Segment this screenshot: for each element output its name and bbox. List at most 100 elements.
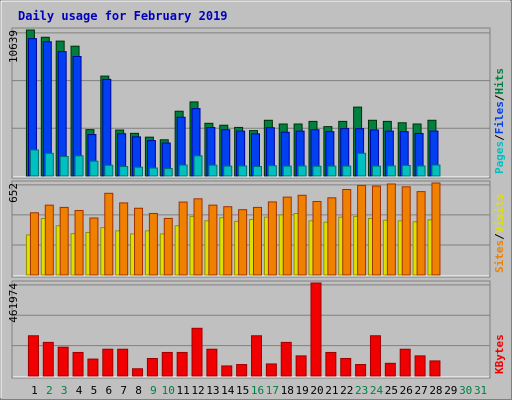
bar-pages-day-21	[327, 165, 337, 177]
panel-middle-ymax-label: 652	[7, 183, 20, 203]
panel-middle: 652 Sites/Visits	[7, 180, 506, 278]
panel-top-legend-text: Pages/Files/Hits	[493, 68, 506, 174]
panel-middle-legend: Sites/Visits	[493, 194, 506, 274]
panel-top: 10639 Pages/Files/Hits	[7, 27, 506, 179]
day-label-25: 25	[385, 384, 398, 397]
bar-sites-day-11	[178, 201, 188, 276]
bar-kbytes-day-19	[295, 355, 307, 377]
bar-kbytes-day-1	[27, 335, 39, 377]
panel-middle-legend-text: Sites/Visits	[493, 194, 506, 274]
bar-kbytes-day-27	[414, 355, 426, 377]
day-labels: 1 2 3 4 5 6 7 8 9 10 11 12 13 14 15 16 17 18 19 20 21 22 23 24 2…	[31, 384, 487, 397]
bar-pages-day-4	[74, 155, 84, 177]
day-label-12: 12	[191, 384, 204, 397]
bar-pages-day-6	[104, 164, 114, 177]
bar-sites-day-9	[148, 212, 158, 276]
panels: 10639 Pages/Files/Hits 652 Sites/Visits 4619…	[7, 27, 506, 379]
day-label-23: 23	[355, 384, 368, 397]
day-label-22: 22	[340, 384, 353, 397]
bar-pages-day-20	[312, 165, 322, 177]
day-label-5: 5	[91, 384, 98, 397]
day-label-10: 10	[162, 384, 175, 397]
day-label-3: 3	[61, 384, 68, 397]
bar-sites-day-21	[327, 197, 337, 276]
bar-sites-day-5	[89, 217, 99, 276]
bar-sites-day-2	[44, 204, 54, 276]
bar-pages-day-22	[342, 165, 352, 177]
bar-pages-day-18	[282, 165, 292, 177]
bar-sites-day-26	[401, 186, 411, 276]
day-label-30: 30	[459, 384, 472, 397]
bar-pages-day-1	[29, 149, 39, 177]
bar-pages-day-8	[134, 166, 144, 177]
day-label-11: 11	[177, 384, 190, 397]
bar-pages-day-17	[267, 165, 277, 177]
day-label-29: 29	[444, 384, 457, 397]
panel-bottom: 461974 KBytes	[7, 280, 506, 379]
bar-kbytes-day-4	[72, 351, 84, 377]
day-label-31: 31	[474, 384, 487, 397]
bar-kbytes-day-22	[340, 357, 352, 377]
day-label-8: 8	[135, 384, 142, 397]
legend-entry-bottom-0: KBytes	[493, 334, 506, 374]
legend-entry-middle-1: /	[493, 233, 506, 240]
bar-pages-day-26	[401, 164, 411, 177]
bar-sites-day-8	[134, 207, 144, 276]
panel-top-ymax-label: 10639	[7, 30, 20, 63]
bar-pages-day-12	[193, 155, 203, 177]
bar-kbytes-day-7	[117, 348, 129, 377]
bar-pages-day-11	[178, 164, 188, 177]
chart-title: Daily usage for February 2019	[18, 9, 228, 23]
bar-kbytes-day-15	[236, 364, 248, 377]
bar-kbytes-day-14	[221, 365, 233, 377]
panel-bottom-legend: KBytes	[493, 334, 506, 374]
day-label-17: 17	[266, 384, 279, 397]
bar-kbytes-day-13	[206, 348, 218, 377]
bar-pages-day-7	[119, 166, 129, 177]
panel-top-legend: Pages/Files/Hits	[493, 68, 506, 174]
bar-kbytes-day-3	[57, 346, 69, 377]
day-label-20: 20	[310, 384, 323, 397]
bar-kbytes-day-12	[191, 327, 203, 377]
bar-pages-day-27	[416, 165, 426, 177]
bar-kbytes-day-28	[429, 360, 441, 377]
day-label-7: 7	[120, 384, 127, 397]
series-kbytes	[27, 282, 441, 377]
bar-kbytes-day-16	[251, 335, 262, 377]
bar-sites-day-7	[119, 202, 129, 276]
bar-sites-day-6	[104, 192, 114, 276]
legend-entry-top-4: Hits	[493, 68, 506, 95]
bar-sites-day-27	[416, 191, 426, 276]
day-label-15: 15	[236, 384, 249, 397]
bar-files-day-6	[102, 78, 112, 177]
bar-kbytes-day-21	[325, 351, 337, 377]
day-label-2: 2	[46, 384, 53, 397]
bar-sites-day-18	[282, 196, 292, 276]
bar-sites-day-19	[297, 194, 307, 276]
bar-kbytes-day-20	[310, 282, 322, 377]
bar-pages-day-19	[297, 165, 307, 177]
bar-pages-day-16	[253, 166, 262, 177]
bar-sites-day-20	[312, 200, 322, 276]
bar-kbytes-day-10	[161, 351, 173, 377]
legend-entry-top-0: Pages	[493, 141, 506, 174]
day-label-28: 28	[429, 384, 442, 397]
bar-pages-day-3	[59, 156, 69, 177]
day-label-27: 27	[414, 384, 427, 397]
bar-kbytes-day-9	[146, 357, 158, 377]
bar-kbytes-day-2	[42, 341, 54, 377]
day-label-1: 1	[31, 384, 38, 397]
bar-kbytes-day-26	[399, 348, 411, 377]
bar-kbytes-day-23	[355, 364, 367, 377]
bar-pages-day-28	[431, 164, 441, 177]
bar-kbytes-day-25	[384, 362, 396, 377]
day-label-16: 16	[251, 384, 264, 397]
bar-pages-day-15	[238, 165, 248, 177]
bar-sites-day-12	[193, 198, 203, 276]
bar-pages-day-9	[148, 167, 158, 177]
bar-pages-day-23	[357, 152, 367, 177]
bar-pages-day-25	[386, 165, 396, 177]
bar-sites-day-23	[357, 184, 367, 276]
day-label-13: 13	[206, 384, 219, 397]
